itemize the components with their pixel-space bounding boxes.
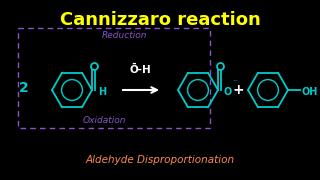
Text: OH: OH [301, 87, 317, 97]
Text: Ō-H: Ō-H [129, 65, 151, 75]
Text: 2: 2 [19, 81, 29, 95]
Text: ⁻: ⁻ [232, 78, 236, 87]
Text: H: H [98, 87, 106, 97]
Text: Cannizzaro reaction: Cannizzaro reaction [60, 11, 260, 29]
Text: Reduction: Reduction [101, 31, 147, 40]
Text: +: + [232, 83, 244, 97]
Text: O: O [224, 87, 232, 97]
Text: Oxidation: Oxidation [82, 116, 126, 125]
Text: Aldehyde Disproportionation: Aldehyde Disproportionation [85, 155, 235, 165]
